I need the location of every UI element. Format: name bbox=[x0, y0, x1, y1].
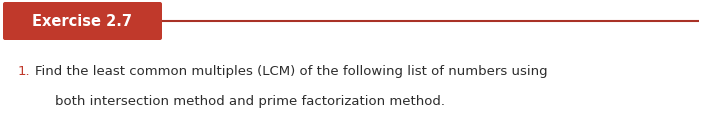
Text: 1.: 1. bbox=[18, 65, 31, 78]
Text: both intersection method and prime factorization method.: both intersection method and prime facto… bbox=[55, 95, 445, 108]
FancyBboxPatch shape bbox=[3, 2, 162, 40]
Text: Exercise 2.7: Exercise 2.7 bbox=[32, 14, 132, 28]
Text: Find the least common multiples (LCM) of the following list of numbers using: Find the least common multiples (LCM) of… bbox=[35, 65, 548, 78]
